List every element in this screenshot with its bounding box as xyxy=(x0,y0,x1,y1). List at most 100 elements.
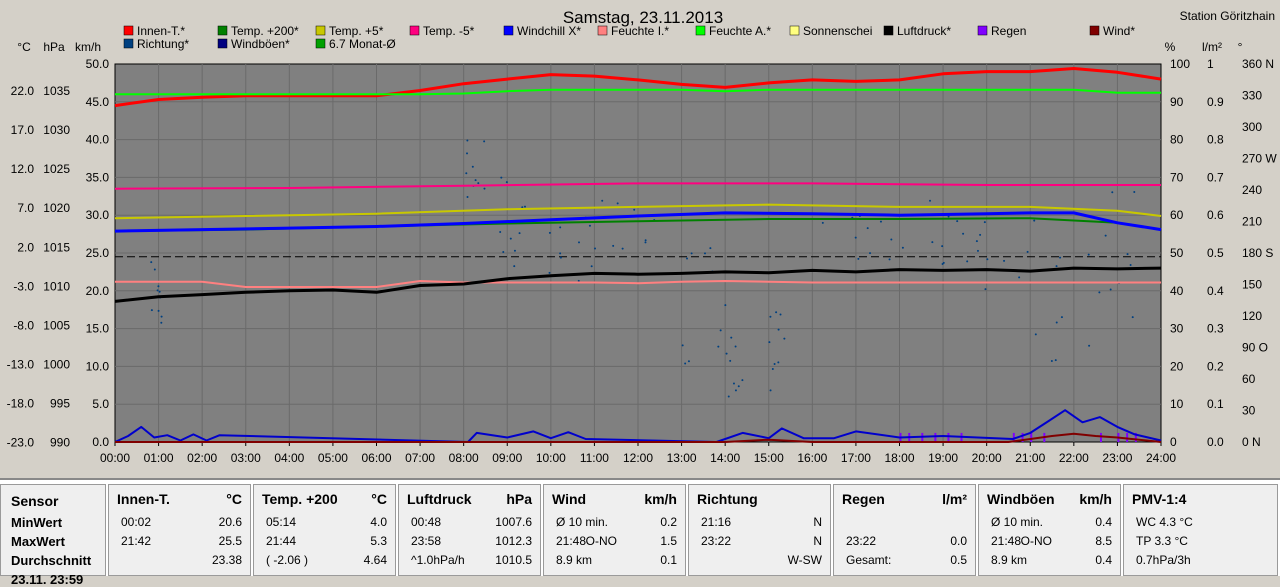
direction-dot xyxy=(821,221,824,224)
direction-dot xyxy=(724,304,727,307)
panel-row: 21:44 5.3 xyxy=(262,534,387,552)
y-tick-label-degree: 210 xyxy=(1242,215,1262,229)
direction-dot xyxy=(548,271,551,274)
legend-swatch xyxy=(695,25,706,36)
y-tick-label-rain: 0.5 xyxy=(1207,246,1224,260)
y-tick-label-celsius: -8.0 xyxy=(13,318,34,332)
direction-dot xyxy=(1050,359,1053,362)
direction-dot xyxy=(1054,359,1057,362)
panel-title-text: Innen-T. xyxy=(117,491,170,507)
x-tick-label: 07:00 xyxy=(405,451,435,465)
y-tick-label-rain: 0.1 xyxy=(1207,397,1224,411)
avg-label: Durchschnitt xyxy=(11,553,92,568)
direction-dot xyxy=(775,311,778,314)
direction-dot xyxy=(160,315,163,318)
direction-dot xyxy=(644,239,647,242)
direction-dot xyxy=(866,227,869,230)
x-tick-label: 11:00 xyxy=(580,451,609,465)
y-tick-label-percent: 100 xyxy=(1170,57,1190,71)
y-tick-label-kmh: 50.0 xyxy=(86,57,110,71)
panel-cell: 1.5 xyxy=(660,534,677,548)
direction-dot xyxy=(1098,291,1101,294)
panel-cell: ^1.0hPa/h xyxy=(411,553,465,567)
panel-cell: Gesamt: xyxy=(846,553,892,567)
direction-dot xyxy=(157,285,160,288)
y-tick-label-celsius: 2.0 xyxy=(17,240,34,254)
direction-dot xyxy=(947,215,950,218)
x-tick-label: 13:00 xyxy=(667,451,697,465)
right-axis-unit: % xyxy=(1165,40,1176,54)
panel-cell: 23:58 xyxy=(411,534,442,548)
legend-swatch xyxy=(217,38,228,49)
panel-cell: 21:42 xyxy=(121,534,152,548)
y-tick-label-rain: 0.3 xyxy=(1207,322,1224,336)
direction-dot xyxy=(888,258,891,261)
panel-cell: 1012.3 xyxy=(495,534,532,548)
panel-title: Wind km/h xyxy=(552,491,677,507)
direction-dot xyxy=(734,389,737,392)
panel-cell: 0.0 xyxy=(950,534,967,548)
direction-dot xyxy=(153,268,156,271)
axis-units: °C hPa km/h% l/m² ° xyxy=(17,40,1242,54)
legend-label: Windböen* xyxy=(231,37,290,51)
direction-dot xyxy=(725,352,728,355)
legend-item: 6.7 Monat-Ø xyxy=(315,37,396,51)
panel-title: Temp. +200 °C xyxy=(262,491,387,507)
x-tick-label: 05:00 xyxy=(318,451,348,465)
panel-row: 00:48 1007.6 xyxy=(407,515,532,533)
y-tick-label-celsius: -13.0 xyxy=(7,357,35,371)
direction-dot xyxy=(976,249,979,252)
series-line xyxy=(115,432,1162,443)
legend-label: Temp. -5* xyxy=(423,24,475,38)
chart-legend: Innen-T.* Temp. +200* Temp. +5* Temp. -5* Wi… xyxy=(123,24,1135,51)
y-tick-label-hpa: 1020 xyxy=(43,201,70,215)
panel-row: 21:48 O-NO 8.5 xyxy=(987,534,1112,552)
direction-dot xyxy=(779,313,782,316)
y-tick-label-percent: 0 xyxy=(1170,435,1177,449)
legend-swatch xyxy=(409,25,420,36)
panel-row: 21:48 O-NO 1.5 xyxy=(552,534,677,552)
legend-item: Wind* xyxy=(1089,24,1135,38)
direction-dot xyxy=(588,224,591,227)
panel-row: ( -2.06 ) 4.64 xyxy=(262,553,387,571)
rain-bar xyxy=(1099,432,1102,442)
y-tick-label-hpa: 1015 xyxy=(43,240,70,254)
direction-dot xyxy=(513,249,516,252)
y-tick-label-hpa: 1005 xyxy=(43,318,70,332)
direction-dot xyxy=(499,231,502,234)
direction-dot xyxy=(1087,253,1090,256)
rain-bar xyxy=(1030,432,1033,442)
direction-dot xyxy=(1133,191,1136,194)
panel-row: 0.7hPa/3h xyxy=(1132,553,1269,571)
direction-dot xyxy=(1026,250,1029,253)
direction-dot xyxy=(621,247,624,250)
direction-dot xyxy=(1034,333,1037,336)
legend-item: Luftdruck* xyxy=(883,24,951,38)
legend-label: Innen-T.* xyxy=(137,24,185,38)
station-label[interactable]: Station Göritzhain xyxy=(1180,9,1275,23)
summary-panel: PMV-1:4 WC 4.3 °C TP 3.3 °C 0.7hPa/3h xyxy=(1123,484,1278,576)
legend-label: Richtung* xyxy=(137,37,189,51)
direction-dot xyxy=(559,252,562,255)
y-tick-label-degree: 60 xyxy=(1242,372,1256,386)
legend-label: Temp. +200* xyxy=(231,24,299,38)
panel-cell: 8.9 km xyxy=(991,553,1028,567)
direction-dot xyxy=(483,187,486,190)
summary-table: Sensor MinWert MaxWert Durchschnitt 23.1… xyxy=(0,478,1280,587)
direction-dot xyxy=(1088,344,1091,347)
legend-item: Feuchte I.* xyxy=(597,24,669,38)
direction-dot xyxy=(1111,191,1114,194)
panel-row: 8.9 km 0.1 xyxy=(552,553,677,571)
left-axis-unit: hPa xyxy=(43,40,65,54)
x-tick-label: 20:00 xyxy=(972,451,1002,465)
panel-unit: l/m² xyxy=(942,491,967,507)
panel-row: 23:22 0.0 xyxy=(842,534,967,552)
direction-dot xyxy=(741,379,744,382)
panel-cell: 05:14 xyxy=(266,515,297,529)
rain-bar xyxy=(1134,432,1137,442)
series-line xyxy=(115,88,1161,96)
x-tick-label: 06:00 xyxy=(361,451,391,465)
direction-dot xyxy=(500,176,503,179)
direction-dot xyxy=(703,252,706,255)
direction-dot xyxy=(466,196,469,199)
